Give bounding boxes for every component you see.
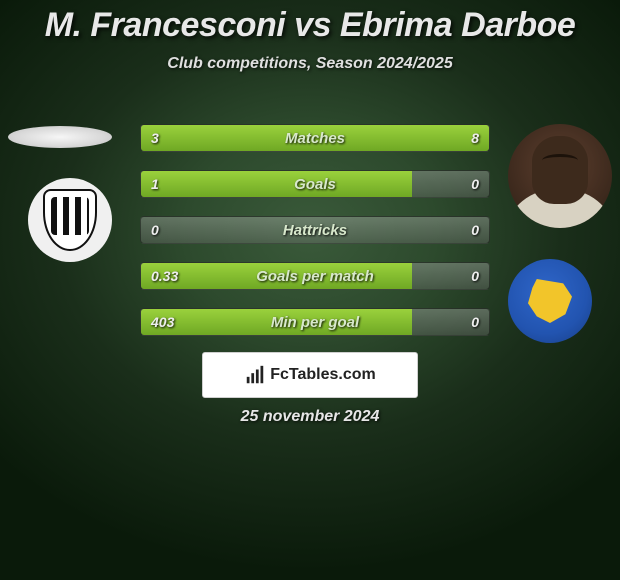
- stat-row-goals-per-match: 0.33 Goals per match 0: [140, 262, 490, 290]
- stat-row-min-per-goal: 403 Min per goal 0: [140, 308, 490, 336]
- stat-row-hattricks: 0 Hattricks 0: [140, 216, 490, 244]
- stat-value-right: 8: [471, 125, 479, 151]
- stat-value-right: 0: [471, 171, 479, 197]
- stats-bars: 3 Matches 8 1 Goals 0 0 Hattricks 0 0.33…: [140, 124, 490, 354]
- stat-label: Hattricks: [141, 217, 489, 243]
- brand-label: FcTables.com: [270, 366, 376, 384]
- stat-value-right: 0: [471, 217, 479, 243]
- bar-chart-icon: [244, 364, 266, 386]
- avatar-head: [532, 136, 588, 204]
- stat-label: Matches: [141, 125, 489, 151]
- stat-row-matches: 3 Matches 8: [140, 124, 490, 152]
- player-left-avatar: [8, 126, 112, 148]
- player-right-avatar: [508, 124, 612, 228]
- stat-label: Min per goal: [141, 309, 489, 335]
- club-left-crest: [28, 178, 112, 262]
- page-title: M. Francesconi vs Ebrima Darboe: [0, 6, 620, 45]
- stat-value-right: 0: [471, 263, 479, 289]
- stat-row-goals: 1 Goals 0: [140, 170, 490, 198]
- date-label: 25 november 2024: [0, 408, 620, 426]
- subtitle: Club competitions, Season 2024/2025: [0, 55, 620, 73]
- stat-label: Goals per match: [141, 263, 489, 289]
- brand-box[interactable]: FcTables.com: [202, 352, 418, 398]
- club-right-crest: [508, 259, 592, 343]
- comparison-card: M. Francesconi vs Ebrima Darboe Club com…: [0, 0, 620, 580]
- crest-right-icon: [528, 279, 572, 323]
- stat-value-right: 0: [471, 309, 479, 335]
- crest-left-icon: [43, 189, 97, 251]
- stat-label: Goals: [141, 171, 489, 197]
